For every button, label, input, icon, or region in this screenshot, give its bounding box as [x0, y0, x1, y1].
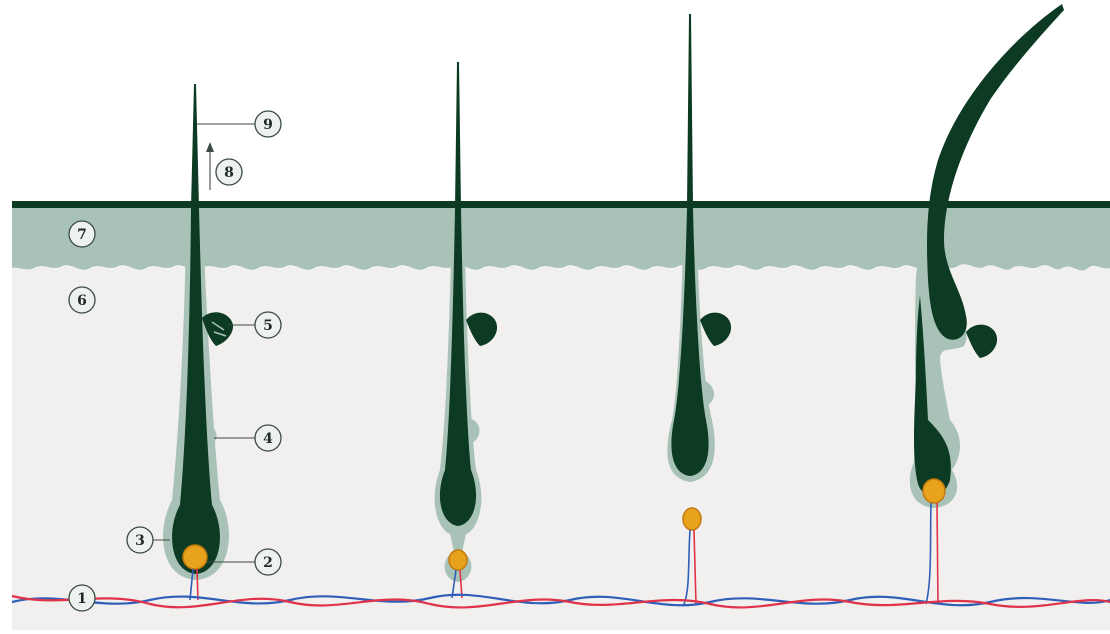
callout-bulge — [254, 424, 282, 452]
hair-shaft-tip — [687, 14, 693, 208]
hair-root-new — [914, 296, 951, 497]
sebaceous-gland-detail — [211, 321, 227, 337]
growth-arrowhead — [206, 142, 214, 152]
callout-label: 5 — [263, 318, 273, 334]
callout-dermis — [68, 286, 96, 314]
follicle-telogen — [667, 14, 732, 531]
sebaceous-gland — [202, 312, 234, 346]
callout-label: 3 — [135, 533, 145, 549]
follicle-anagen — [163, 84, 234, 580]
capillary-artery — [196, 568, 199, 601]
callout-label: 6 — [77, 293, 87, 309]
callout-hair-shaft — [254, 110, 282, 138]
dermal-papilla — [682, 507, 702, 531]
bulge-bump — [704, 380, 715, 406]
sebaceous-gland — [700, 312, 732, 346]
dermal-papilla — [182, 544, 208, 570]
capillary-artery — [936, 502, 939, 605]
callout-label: 8 — [224, 165, 234, 181]
capillary-artery — [693, 529, 697, 605]
hair-shaft-tip — [455, 62, 461, 208]
callout-label: 1 — [77, 591, 87, 607]
sebaceous-gland — [966, 324, 998, 358]
follicle-catagen — [434, 62, 498, 582]
capillary-vein — [189, 568, 194, 601]
club-hair — [927, 4, 1064, 340]
callouts: 9 8 7 6 5 4 3 2 1 — [68, 110, 282, 612]
callout-label: 9 — [263, 117, 273, 133]
callout-label: 7 — [77, 227, 87, 243]
follicle-new-anagen — [909, 4, 1064, 508]
hair-root — [439, 208, 477, 526]
artery-line — [11, 594, 1110, 609]
callout-growth-direction — [215, 158, 243, 186]
hair-root — [172, 208, 220, 574]
dermal-papilla — [448, 549, 468, 571]
dermal-papilla — [922, 478, 946, 504]
capillary-artery — [459, 569, 463, 599]
callout-epidermis — [68, 220, 96, 248]
bulge-bump — [468, 418, 480, 444]
callout-dermal-papilla — [254, 548, 282, 576]
capillary-vein — [925, 502, 932, 605]
epidermis-layer — [12, 205, 1110, 271]
callout-sebaceous-gland — [254, 311, 282, 339]
sebaceous-gland — [466, 312, 498, 346]
callout-hair-bulb — [126, 526, 154, 554]
hair-shaft-tip — [191, 84, 199, 208]
vein-line — [11, 593, 1110, 607]
skin-surface-line — [12, 201, 1110, 208]
bulge-bump — [208, 425, 217, 446]
capillaries — [189, 502, 939, 605]
capillary-vein — [451, 569, 457, 599]
hair-root — [671, 208, 709, 476]
callout-label: 2 — [263, 555, 273, 571]
callout-blood-vessels — [68, 584, 96, 612]
callout-label: 4 — [263, 431, 273, 447]
